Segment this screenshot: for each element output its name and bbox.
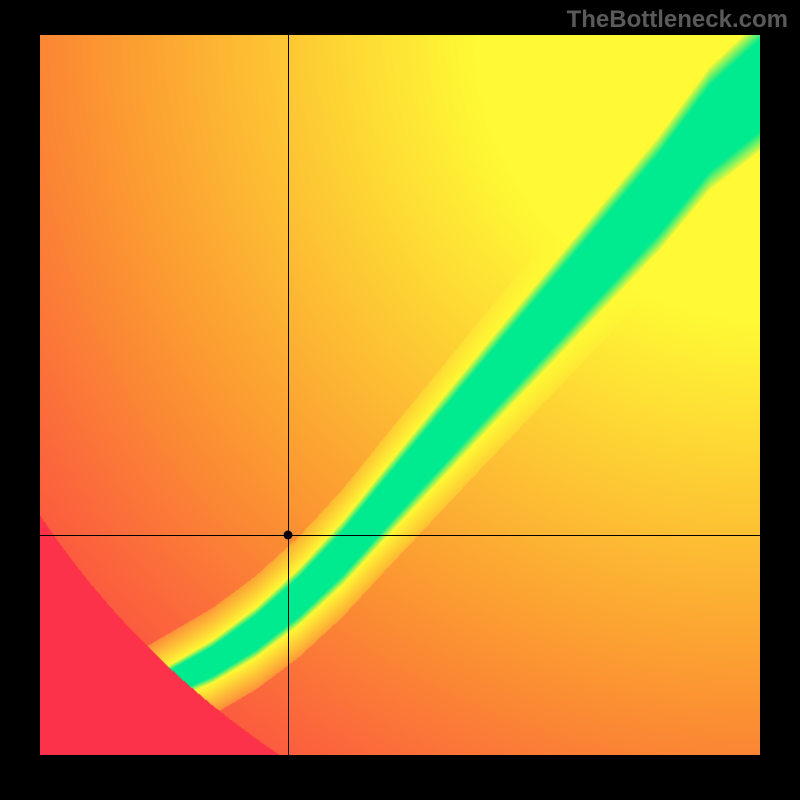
heatmap-canvas [40,35,760,755]
plot-area [40,35,760,755]
watermark-text: TheBottleneck.com [567,6,788,34]
crosshair-horizontal [40,535,760,536]
crosshair-vertical [288,35,289,755]
chart-container: TheBottleneck.com [0,0,800,800]
marker-dot [284,531,293,540]
